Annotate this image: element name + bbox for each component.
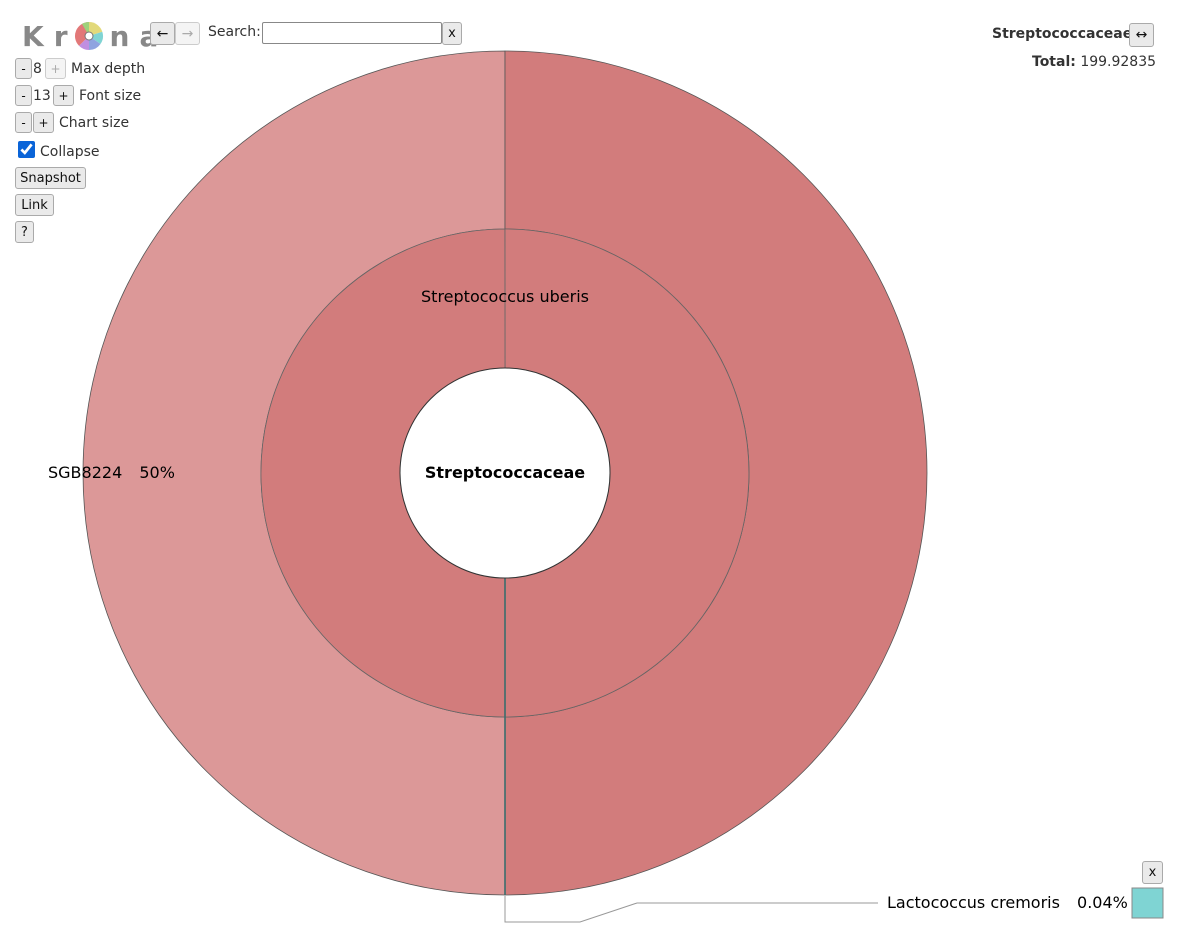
details-expand-button[interactable]: ↔ [1129,23,1154,47]
max-depth-label: Max depth [71,61,146,77]
outer-left-percent: 50% [139,463,175,482]
callout-leader-line [504,896,878,923]
max-depth-value: 8 [33,61,42,77]
krona-pie-icon [74,22,103,51]
total-label: Total: [1032,54,1076,70]
help-button[interactable]: ? [15,221,34,243]
snapshot-button[interactable]: Snapshot [15,167,86,189]
collapse-checkbox[interactable] [18,141,35,158]
callout-name: Lactococcus cremoris [887,893,1060,912]
logo-letter-k: K [22,19,44,53]
chart-size-increase-button[interactable]: + [33,112,54,133]
forward-button[interactable]: → [175,22,200,45]
callout-percent: 0.04% [1077,893,1128,912]
logo-letter-n: n [109,19,130,53]
chart-size-label: Chart size [59,115,130,131]
font-size-decrease-button[interactable]: - [15,85,32,106]
outer-left-label: SGB8224 50% [48,463,175,482]
link-button[interactable]: Link [15,194,54,216]
font-size-value: 13 [33,88,51,104]
total-value: 199.92835 [1080,54,1157,70]
callout-color-swatch [1131,887,1164,919]
details-title: Streptococcaceae [992,26,1133,42]
max-depth-increase-button[interactable]: + [45,58,66,79]
font-size-label: Font size [79,88,142,104]
chart-size-decrease-button[interactable]: - [15,112,32,133]
inner-ring-label: Streptococcus uberis [421,287,589,306]
search-label: Search: [208,24,261,40]
search-clear-button[interactable]: x [442,22,462,45]
chart-center[interactable] [399,367,611,579]
collapse-label: Collapse [40,144,100,160]
back-button[interactable]: ← [150,22,175,45]
search-input[interactable] [262,22,442,44]
outer-left-name: SGB8224 [48,463,122,482]
callout-label: Lactococcus cremoris 0.04% [887,893,1128,912]
details-total: Total: 199.92835 [1032,54,1156,70]
center-label: Streptococcaceae [425,463,585,482]
font-size-increase-button[interactable]: + [53,85,74,106]
logo-letter-r: r [53,19,68,53]
max-depth-decrease-button[interactable]: - [15,58,32,79]
callout-close-button[interactable]: x [1142,861,1163,884]
